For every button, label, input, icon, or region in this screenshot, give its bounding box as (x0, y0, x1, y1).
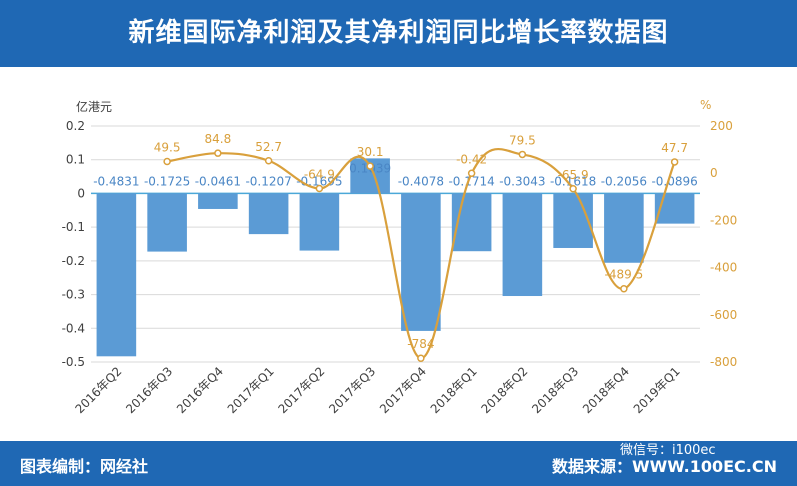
line-point (417, 354, 425, 362)
line-point (518, 150, 527, 159)
bar-value-label: -0.0896 (651, 174, 697, 188)
right-tick-label: 200 (710, 119, 733, 133)
bar (654, 193, 695, 224)
category-label: 2017年Q3 (326, 364, 378, 416)
right-tick-label: -400 (710, 261, 737, 275)
left-tick-label: -0.4 (62, 321, 85, 335)
wechat-id: 微信号：i100ec (620, 443, 716, 458)
line-point (620, 284, 628, 293)
bar (553, 193, 593, 248)
line-value-label: 30.1 (357, 145, 384, 159)
bar-value-label: -0.1725 (144, 174, 190, 188)
footer-data-source: 数据来源：WWW.100EC.CN (551, 457, 777, 476)
left-tick-label: -0.3 (62, 288, 85, 302)
bar (502, 193, 543, 297)
category-label: 2016年Q4 (174, 364, 226, 416)
bar-value-label: -0.1618 (550, 174, 596, 188)
bar (147, 193, 187, 252)
right-tick-label: -800 (710, 355, 737, 369)
bar-value-label: -0.1714 (448, 174, 494, 188)
line-point (214, 149, 222, 157)
right-tick-label: -200 (710, 213, 737, 227)
line-point (366, 162, 374, 170)
line-value-label: -0.42 (456, 152, 487, 166)
line-point (670, 158, 679, 166)
category-label: 2018年Q4 (580, 364, 632, 416)
left-tick-label: 0 (77, 186, 85, 200)
chart-title: 新维国际净利润及其净利润同比增长率数据图 (0, 0, 797, 67)
bar-value-label: -0.4078 (398, 174, 444, 188)
category-label: 2018年Q1 (428, 364, 480, 416)
category-label: 2018年Q3 (529, 364, 581, 416)
line-value-label: 79.5 (509, 133, 536, 147)
right-tick-label: -600 (710, 308, 737, 322)
bar (248, 193, 289, 235)
left-tick-label: 0.2 (66, 119, 85, 133)
left-tick-label: -0.5 (62, 355, 85, 369)
line-value-label: 84.8 (205, 132, 232, 146)
left-tick-label: -0.1 (62, 220, 85, 234)
bar (96, 193, 137, 357)
line-value-label: 49.5 (154, 141, 181, 155)
line-value-label: -489.5 (605, 268, 644, 282)
line-value-label: -64.9 (304, 168, 335, 182)
line-value-label: 47.7 (661, 141, 688, 155)
right-axis-unit: % (700, 98, 712, 112)
category-label: 2017年Q1 (225, 364, 277, 416)
bar-value-label: -0.4831 (93, 174, 139, 188)
bar-value-label: -0.2056 (601, 174, 647, 188)
combo-chart: 0.2 0.1 0 -0.1 -0.2 -0.3 -0.4 -0.5 200 0 -200 -400 -… (62, 119, 738, 416)
bar (299, 193, 340, 251)
line-point (315, 184, 324, 193)
category-label: 2017年Q4 (377, 364, 429, 416)
line-value-label: 52.7 (255, 140, 282, 154)
line-point (264, 157, 273, 165)
left-tick-label: -0.2 (62, 254, 85, 268)
category-label: 2018年Q2 (478, 364, 530, 416)
bar (198, 193, 238, 209)
line-value-label: -784 (407, 337, 434, 351)
left-axis-unit: 亿港元 (76, 100, 113, 114)
bar (401, 193, 441, 331)
line-value-label: -65.9 (558, 168, 589, 182)
category-label: 2016年Q3 (123, 364, 175, 416)
line-point (163, 157, 171, 166)
footer-bar: 图表编制：网经社 微信号：i100ec 数据来源：WWW.100EC.CN (0, 441, 797, 486)
line-point (467, 169, 476, 178)
bar-value-label: -0.1207 (245, 174, 291, 188)
bar-value-label: -0.0461 (195, 174, 241, 188)
bar-value-label: -0.3043 (499, 174, 545, 188)
line-point (569, 185, 577, 193)
category-label: 2016年Q2 (72, 364, 124, 416)
right-tick-label: 0 (710, 166, 718, 180)
category-label: 2017年Q2 (275, 364, 327, 416)
left-tick-label: 0.1 (66, 153, 85, 167)
footer-source-editor: 图表编制：网经社 (20, 457, 149, 476)
bar (604, 193, 644, 263)
category-label: 2019年Q1 (631, 364, 683, 416)
